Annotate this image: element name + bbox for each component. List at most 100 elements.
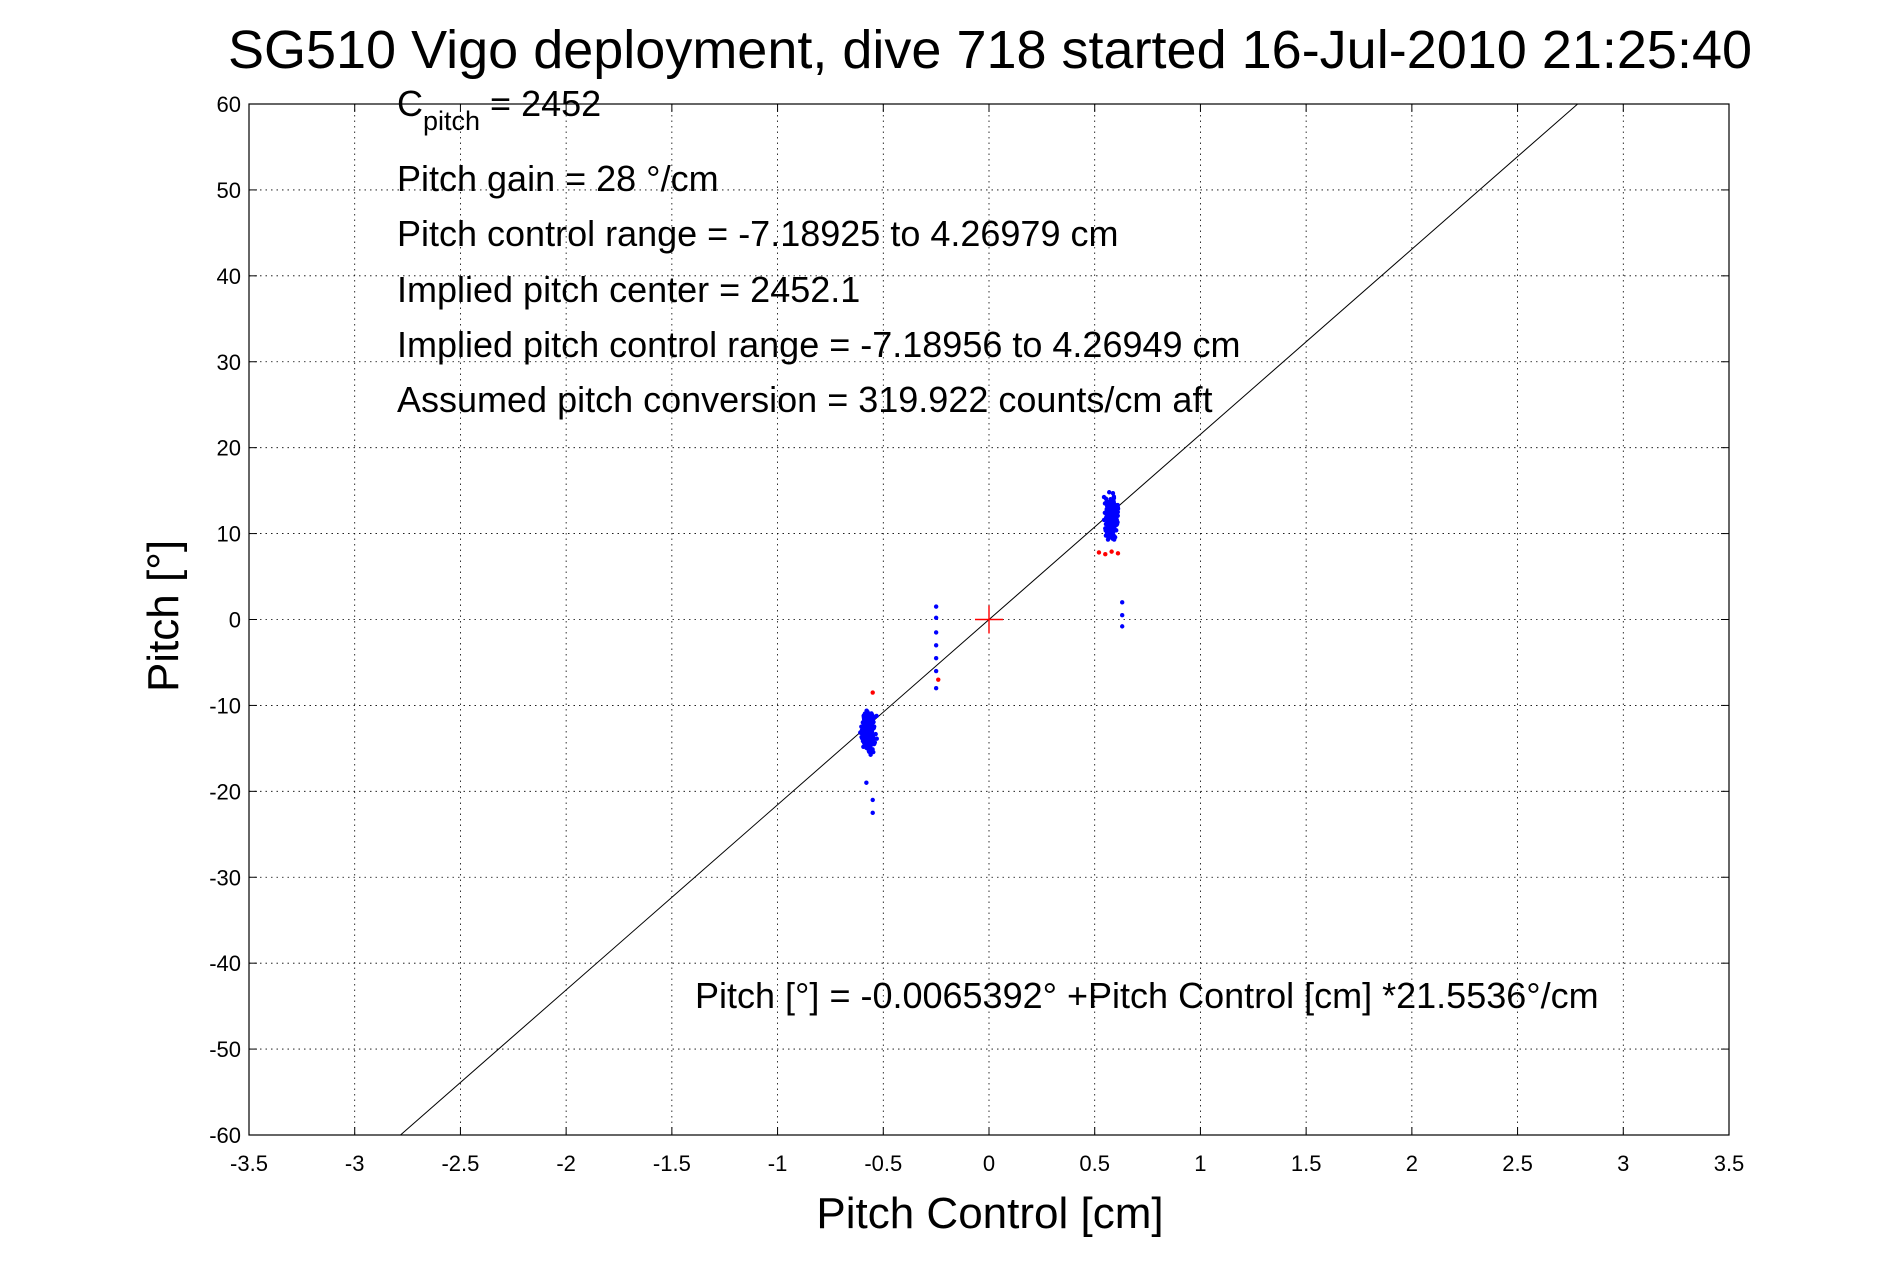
data-point bbox=[858, 730, 863, 735]
data-point bbox=[933, 604, 939, 609]
y-tick-label: -30 bbox=[209, 865, 241, 890]
x-tick-label: 3 bbox=[1617, 1151, 1629, 1176]
data-point bbox=[1120, 624, 1125, 629]
implied-range-annotation: Implied pitch control range = -7.18956 t… bbox=[397, 324, 1241, 365]
data-point bbox=[860, 738, 866, 744]
plot-area bbox=[399, 104, 1579, 1135]
data-point bbox=[874, 736, 879, 741]
data-point bbox=[1120, 600, 1125, 605]
data-point bbox=[870, 797, 875, 803]
c-pitch-subscript: pitch bbox=[423, 106, 480, 136]
data-point bbox=[936, 677, 941, 682]
data-point bbox=[862, 743, 868, 748]
center-marker bbox=[975, 605, 1003, 634]
x-tick-label: 2.5 bbox=[1502, 1151, 1533, 1176]
y-tick-label: -60 bbox=[209, 1123, 241, 1148]
data-point bbox=[869, 711, 874, 716]
data-point bbox=[1105, 530, 1111, 535]
fit-equation-annotation: Pitch [°] = -0.0065392° +Pitch Control [… bbox=[695, 975, 1599, 1016]
data-point bbox=[1113, 505, 1118, 511]
data-point bbox=[1111, 521, 1116, 527]
data-point bbox=[870, 810, 875, 816]
data-point bbox=[933, 630, 939, 635]
y-tick-label: -10 bbox=[209, 693, 241, 718]
data-point bbox=[864, 780, 869, 785]
data-point bbox=[868, 714, 874, 720]
data-point bbox=[1120, 613, 1125, 618]
data-point bbox=[1101, 494, 1107, 500]
x-tick-label: -1.5 bbox=[653, 1151, 691, 1176]
data-point bbox=[872, 740, 878, 745]
data-point bbox=[874, 713, 879, 719]
c-pitch-symbol: C bbox=[397, 83, 423, 124]
y-tick-label: 50 bbox=[217, 178, 241, 203]
chart-title: SG510 Vigo deployment, dive 718 started … bbox=[228, 20, 1752, 80]
y-tick-label: 30 bbox=[217, 350, 241, 375]
data-point bbox=[870, 690, 875, 695]
x-axis-label: Pitch Control [cm] bbox=[816, 1189, 1163, 1238]
x-tick-label: 1.5 bbox=[1291, 1151, 1322, 1176]
data-point bbox=[869, 727, 874, 732]
c-pitch-annotation: Cpitch = 2452 bbox=[397, 83, 601, 136]
data-point bbox=[869, 721, 874, 726]
y-tick-label: 10 bbox=[217, 522, 241, 547]
data-point bbox=[1110, 498, 1116, 503]
y-tick-label: 40 bbox=[217, 264, 241, 289]
c-pitch-value: = 2452 bbox=[480, 83, 601, 124]
data-point bbox=[933, 686, 939, 691]
y-tick-label: 20 bbox=[217, 436, 241, 461]
data-point bbox=[1101, 517, 1107, 523]
data-point bbox=[1107, 502, 1113, 508]
implied-center-annotation: Implied pitch center = 2452.1 bbox=[397, 269, 860, 310]
data-point bbox=[1115, 551, 1121, 556]
data-point bbox=[1110, 491, 1116, 496]
data-points bbox=[858, 490, 1125, 816]
data-point bbox=[864, 713, 869, 718]
data-point bbox=[861, 721, 867, 727]
data-point bbox=[1109, 549, 1114, 554]
data-point bbox=[933, 668, 939, 674]
data-point bbox=[1109, 512, 1114, 517]
x-tick-label: 3.5 bbox=[1714, 1151, 1745, 1176]
data-point bbox=[933, 643, 939, 648]
data-point bbox=[933, 615, 939, 620]
data-point bbox=[1103, 521, 1109, 527]
data-point bbox=[1106, 490, 1112, 495]
y-tick-label: -40 bbox=[209, 951, 241, 976]
y-tick-label: -20 bbox=[209, 779, 241, 804]
data-point bbox=[1105, 537, 1111, 542]
x-tick-label: 0 bbox=[983, 1151, 995, 1176]
data-point bbox=[1106, 525, 1111, 531]
data-point bbox=[863, 734, 868, 739]
x-tick-label: -3 bbox=[345, 1151, 365, 1176]
data-point bbox=[1105, 511, 1110, 516]
x-tick-label: -2.5 bbox=[441, 1151, 479, 1176]
x-tick-label: 1 bbox=[1194, 1151, 1206, 1176]
conversion-annotation: Assumed pitch conversion = 319.922 count… bbox=[397, 379, 1212, 420]
x-axis-ticks: -3.5 -3 -2.5 -2 -1.5 -1 -0.5 0 0.5 1 1.5 2 2.5 3 3.5 bbox=[230, 104, 1744, 1176]
pitch-gain-annotation: Pitch gain = 28 °/cm bbox=[397, 158, 719, 199]
control-range-annotation: Pitch control range = -7.18925 to 4.2697… bbox=[397, 213, 1118, 254]
grid-lines bbox=[249, 104, 1729, 1135]
data-point bbox=[1096, 550, 1102, 555]
plot-frame bbox=[248, 103, 1730, 1136]
data-point bbox=[933, 655, 939, 661]
y-tick-label: 0 bbox=[229, 608, 241, 633]
y-tick-label: 60 bbox=[217, 92, 241, 117]
x-tick-label: -1 bbox=[768, 1151, 788, 1176]
x-tick-label: 0.5 bbox=[1079, 1151, 1110, 1176]
y-axis-label: Pitch [°] bbox=[139, 540, 188, 692]
x-tick-label: 2 bbox=[1406, 1151, 1418, 1176]
x-tick-label: -2 bbox=[556, 1151, 576, 1176]
data-point bbox=[870, 747, 875, 752]
data-point bbox=[1102, 501, 1108, 506]
data-point bbox=[1110, 517, 1116, 522]
data-point bbox=[862, 726, 867, 731]
x-tick-label: -0.5 bbox=[864, 1151, 902, 1176]
data-point bbox=[869, 732, 875, 738]
data-point bbox=[865, 730, 870, 735]
data-point bbox=[1103, 552, 1108, 557]
x-tick-label: -3.5 bbox=[230, 1151, 268, 1176]
data-point bbox=[865, 718, 870, 724]
